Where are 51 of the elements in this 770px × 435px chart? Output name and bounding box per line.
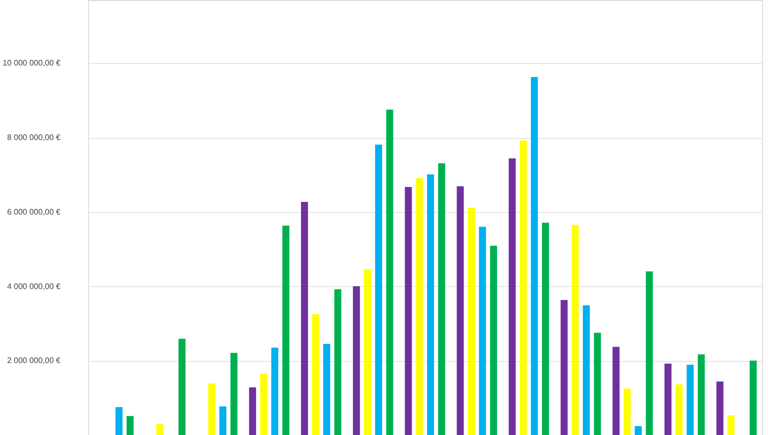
bar: [301, 202, 308, 435]
bar: [126, 416, 134, 435]
bar: [508, 158, 516, 435]
y-tick-label: 8 000 000,00 €: [7, 133, 62, 142]
bar: [612, 346, 620, 435]
bar: [698, 354, 705, 435]
bar: [530, 76, 538, 435]
bar: [520, 140, 527, 435]
bar: [364, 270, 372, 435]
bar: [542, 222, 549, 435]
bar: [219, 406, 226, 435]
bar: [334, 289, 342, 435]
bar: [115, 407, 122, 435]
bar: [750, 360, 757, 435]
bar: [582, 305, 590, 435]
bar: [230, 352, 238, 435]
bar: [178, 338, 186, 435]
bar: [260, 374, 268, 435]
y-tick-label: 4 000 000,00 €: [7, 282, 62, 291]
bar: [386, 110, 394, 435]
bar: [156, 424, 164, 435]
bar: [634, 426, 642, 435]
bar: [416, 178, 423, 435]
bar: [404, 187, 412, 435]
y-tick-label: 2 000 000,00 €: [7, 356, 62, 366]
bar: [646, 271, 653, 435]
bar: [478, 226, 486, 435]
bar: [456, 186, 464, 435]
bar: [312, 314, 320, 435]
bar: [624, 388, 631, 435]
bar: [468, 208, 475, 435]
bar: [664, 364, 672, 435]
bar: [271, 348, 278, 435]
bar: [560, 300, 568, 435]
bar: [686, 364, 694, 435]
bar: [352, 286, 360, 435]
bar: [490, 246, 498, 435]
bar: [375, 144, 382, 435]
y-tick-label: 10 000 000,00 €: [2, 58, 62, 68]
y-tick-label: 6 000 000,00 €: [7, 207, 62, 216]
bar: [716, 381, 724, 435]
bar: [594, 332, 601, 435]
bar: [208, 383, 216, 435]
bar: [438, 163, 446, 435]
bar: [728, 415, 735, 435]
bar: [323, 344, 330, 435]
bar: [572, 224, 579, 435]
bar: [676, 384, 683, 435]
bar: [282, 226, 290, 435]
bar: [427, 174, 434, 435]
bar: [249, 387, 256, 435]
